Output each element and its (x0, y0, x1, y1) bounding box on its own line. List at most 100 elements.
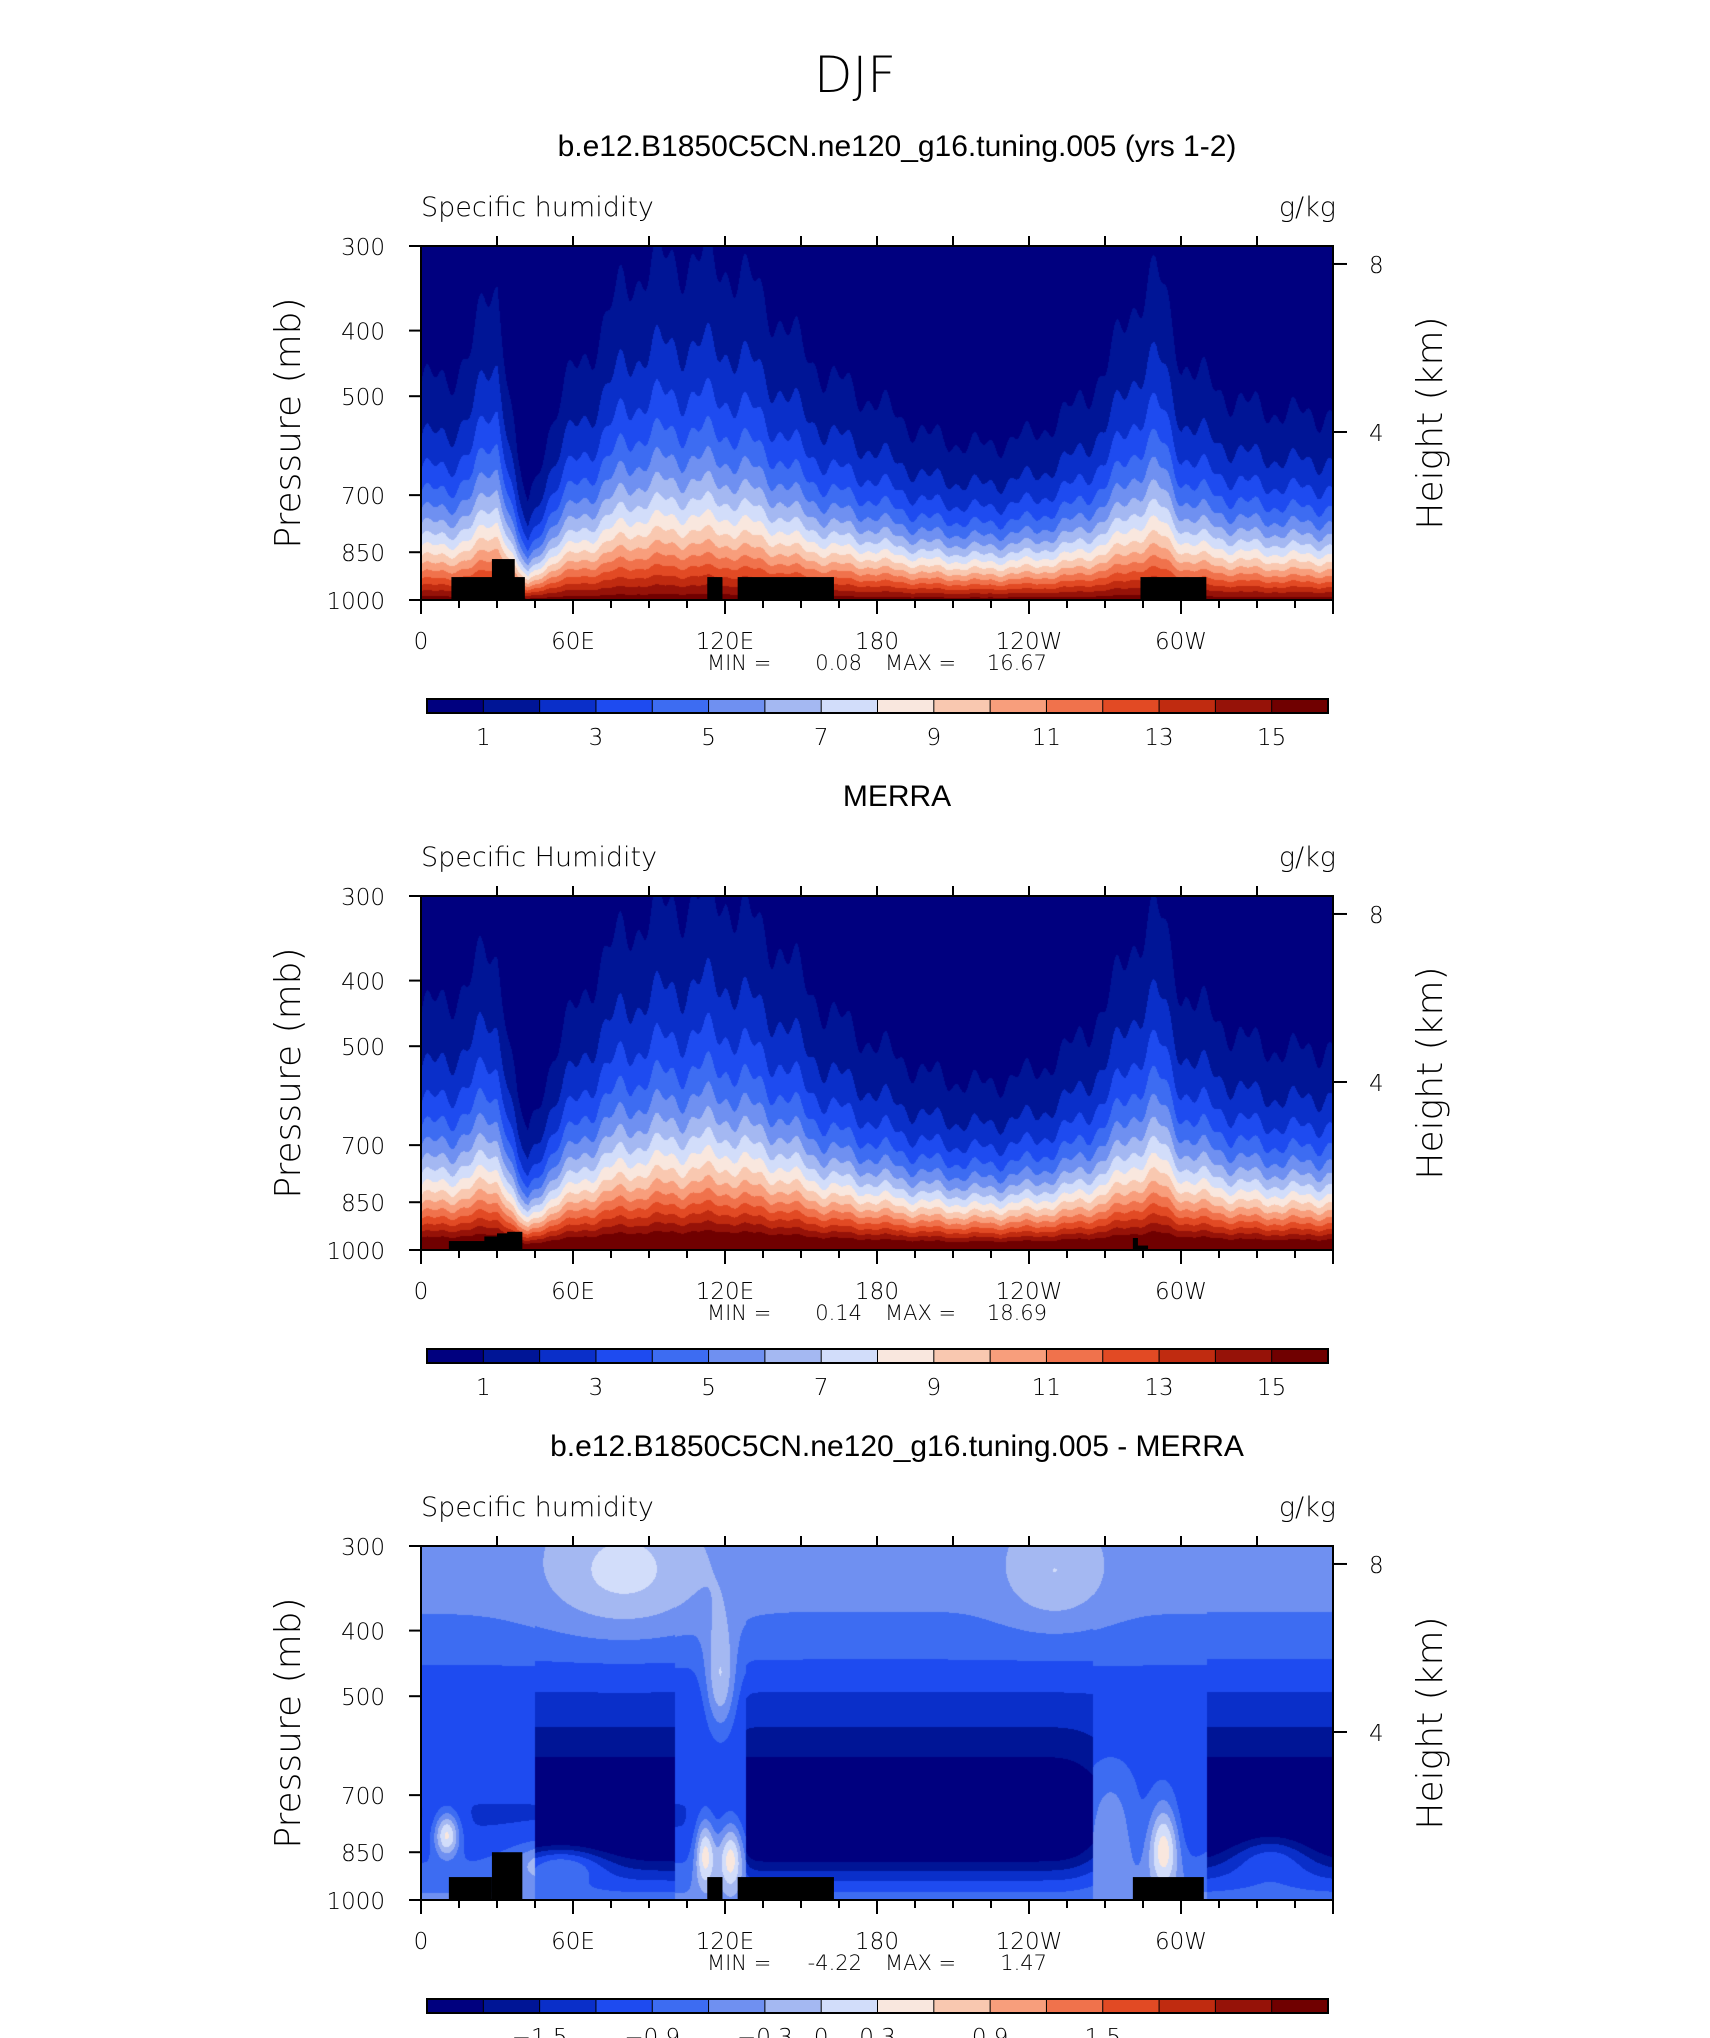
y-tick-label: 700 (341, 1784, 385, 1810)
height-tick-label: 4 (1369, 1721, 1384, 1747)
topography-block (737, 577, 834, 600)
colorbar-swatch (482, 1348, 541, 1364)
chart-panel-1: b.e12.B1850C5CN.ne120_g16.tuning.005 (yr… (268, 130, 1451, 751)
max-value: 18.69 (987, 1301, 1047, 1325)
colorbar-swatch (482, 698, 541, 714)
colorbar-swatch (933, 698, 992, 714)
colorbar-swatch (764, 698, 823, 714)
topography-block (1135, 1245, 1149, 1250)
x-tick-label: 0 (414, 1279, 429, 1305)
colorbar: 1 3 5 7 9 11 13 15 (426, 698, 1329, 751)
colorbar-label: 13 (1144, 725, 1173, 751)
colorbar-label: −1.5 (512, 2025, 568, 2038)
y-axis-label: Pressure (mb) (268, 1597, 309, 1848)
x-tick-label: 120W (996, 1279, 1063, 1305)
colorbar-swatch (1102, 1998, 1161, 2014)
y-tick-label: 300 (341, 1535, 385, 1561)
colorbar-label: 0.9 (972, 2025, 1009, 2038)
left-title: Specific humidity (421, 192, 654, 223)
colorbar-swatch (651, 1348, 710, 1364)
colorbar-frame (426, 1348, 1329, 1364)
colorbar-swatch (820, 698, 879, 714)
panels: b.e12.B1850C5CN.ne120_g16.tuning.005 (yr… (268, 130, 1451, 2038)
y-axis-label-right: Height (km) (1410, 1616, 1451, 1829)
chart-panel-2: MERRA Specific Humidity g/kg 0 60E 120E 180 120… (268, 780, 1451, 1401)
colorbar-swatch (539, 1348, 597, 1364)
colorbar-swatch (1158, 1348, 1217, 1364)
colorbar-swatch (764, 1998, 823, 2014)
colorbar: 1 3 5 7 9 11 13 15 (426, 1348, 1329, 1401)
colorbar-label: 1.5 (1084, 2025, 1121, 2038)
colorbar-label: 0 (814, 2025, 829, 2038)
x-tick-label: 120E (696, 1929, 754, 1955)
x-tick-label: 120E (696, 629, 754, 655)
topography-block (707, 1877, 723, 1900)
colorbar: −1.5 −0.9 −0.3 0 0.3 0.9 1.5 (426, 1998, 1329, 2038)
height-tick-label: 8 (1369, 1553, 1384, 1579)
panel-title: MERRA (843, 780, 951, 813)
colorbar-swatch (595, 1348, 654, 1364)
colorbar-swatch (933, 1348, 992, 1364)
x-tick-label: 180 (855, 629, 899, 655)
left-title: Specific Humidity (421, 842, 657, 873)
y-axis-label: Pressure (mb) (268, 947, 309, 1198)
max-value: 16.67 (987, 651, 1047, 675)
colorbar-swatch (933, 1998, 992, 2014)
units-label: g/kg (1279, 1492, 1336, 1523)
min-label: MIN = (707, 651, 771, 675)
min-label: MIN = (707, 1301, 771, 1325)
x-tick-label: 120E (696, 1279, 754, 1305)
colorbar-swatch (708, 1348, 766, 1364)
y-tick-label: 1000 (326, 1239, 385, 1265)
y-tick-label: 1000 (326, 589, 385, 615)
y-tick-label: 1000 (326, 1889, 385, 1915)
colorbar-label: 1 (476, 725, 491, 751)
y-axis-label-right: Height (km) (1410, 966, 1451, 1179)
max-label: MAX = (885, 1301, 956, 1325)
y-tick-label: 850 (341, 1191, 385, 1217)
x-tick-label: 180 (855, 1279, 899, 1305)
colorbar-swatch (595, 698, 654, 714)
topography-block (484, 1236, 500, 1250)
colorbar-label: 3 (589, 1375, 604, 1401)
x-tick-label: 60E (551, 1279, 595, 1305)
colorbar-swatch (651, 1998, 710, 2014)
colorbar-label: 5 (701, 1375, 716, 1401)
y-tick-label: 500 (341, 1035, 385, 1061)
colorbar-swatch (708, 698, 766, 714)
y-tick-label: 500 (341, 385, 385, 411)
topography-block (451, 577, 497, 600)
topography-block (707, 577, 723, 600)
y-axis-label-right: Height (km) (1410, 316, 1451, 529)
height-tick-label: 4 (1369, 421, 1384, 447)
x-tick-label: 60E (551, 1929, 595, 1955)
height-tick-label: 8 (1369, 903, 1384, 929)
height-tick-label: 4 (1369, 1071, 1384, 1097)
colorbar-swatch (1271, 698, 1329, 714)
y-tick-label: 700 (341, 1134, 385, 1160)
colorbar-swatch (1102, 698, 1161, 714)
topography-block (448, 1877, 492, 1900)
colorbar-swatch (1045, 698, 1104, 714)
y-tick-label: 850 (341, 1841, 385, 1867)
colorbar-swatch (426, 698, 485, 714)
x-tick-label: 120W (996, 629, 1063, 655)
colorbar-label: 0.3 (859, 2025, 896, 2038)
y-tick-label: 500 (341, 1685, 385, 1711)
colorbar-swatch (1158, 698, 1217, 714)
min-value: 0.14 (815, 1301, 862, 1325)
colorbar-swatch (1045, 1348, 1104, 1364)
x-tick-label: 60E (551, 629, 595, 655)
y-tick-label: 300 (341, 235, 385, 261)
colorbar-label: 7 (814, 725, 829, 751)
chart-panel-3: b.e12.B1850C5CN.ne120_g16.tuning.005 - M… (268, 1430, 1451, 2038)
colorbar-swatch (539, 698, 597, 714)
topography-block (1140, 577, 1207, 600)
colorbar-swatch (1214, 1998, 1273, 2014)
colorbar-label: 11 (1032, 725, 1061, 751)
x-tick-label: 60W (1155, 1929, 1207, 1955)
topography-block (1132, 1237, 1138, 1250)
colorbar-swatch (1158, 1998, 1217, 2014)
height-tick-label: 8 (1369, 253, 1384, 279)
